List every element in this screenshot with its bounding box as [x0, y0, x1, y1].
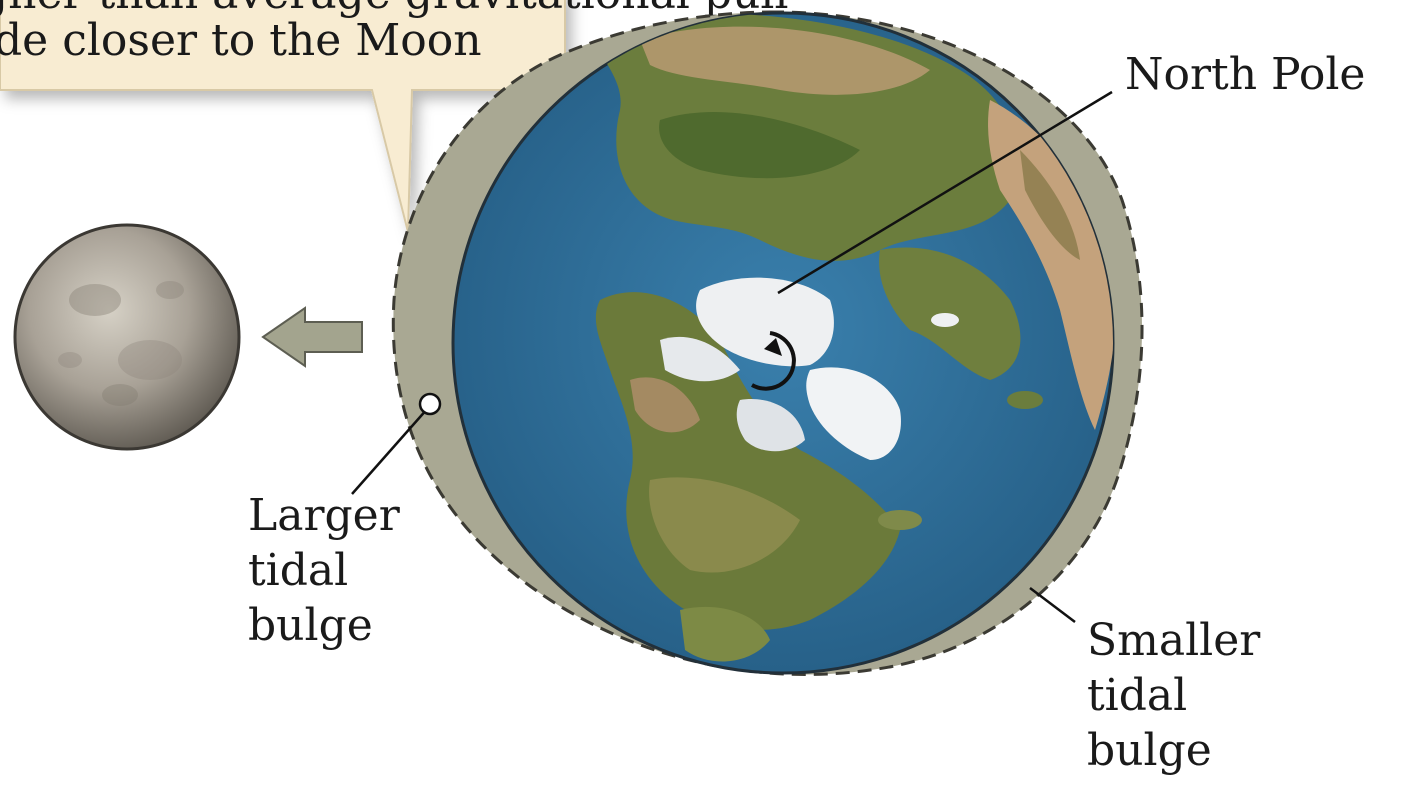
earth-globe-icon [451, 11, 1115, 675]
north-pole-label: North Pole [1125, 49, 1365, 100]
smaller-bulge-label-line-2: tidal [1087, 670, 1187, 721]
larger-bulge-label-line-1: Larger [248, 490, 401, 541]
callout-box: gher than average gravitational pull de … [0, 0, 789, 233]
north-pole-callout: North Pole [777, 49, 1365, 295]
smaller-bulge-callout: Smaller tidal bulge [1029, 587, 1261, 776]
larger-bulge-label-line-3: bulge [248, 600, 373, 651]
larger-bulge-callout: Larger tidal bulge [248, 392, 442, 651]
arrow-left-icon [261, 306, 363, 368]
smaller-bulge-label-line-3: bulge [1087, 725, 1212, 776]
moon-icon [13, 223, 241, 451]
rotation-arrow-icon [751, 331, 796, 391]
callout-text-line-2: de closer to the Moon [0, 15, 482, 66]
point-marker-icon [418, 392, 442, 416]
smaller-bulge-label-line-1: Smaller [1087, 615, 1261, 666]
callout-text-line-1: gher than average gravitational pull [0, 0, 789, 19]
larger-bulge-label-line-2: tidal [248, 545, 348, 596]
